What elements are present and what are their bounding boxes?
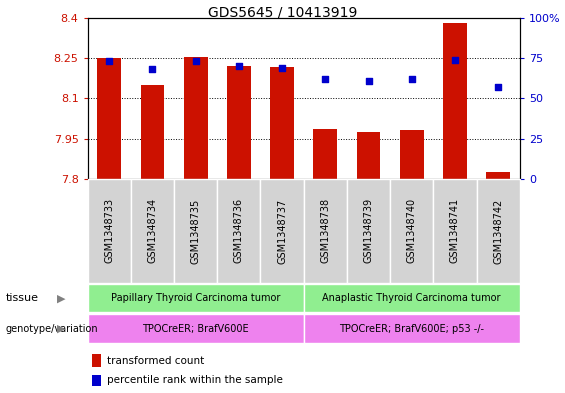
Text: ▶: ▶ — [56, 323, 65, 334]
Point — [105, 58, 114, 64]
Text: percentile rank within the sample: percentile rank within the sample — [107, 375, 283, 386]
Text: ▶: ▶ — [56, 293, 65, 303]
Point — [494, 84, 503, 90]
Bar — [141, 85, 164, 179]
Bar — [92, 354, 101, 367]
Text: GSM1348740: GSM1348740 — [407, 198, 417, 263]
Bar — [304, 284, 520, 312]
Bar — [400, 130, 424, 179]
Bar — [304, 314, 520, 343]
Text: GSM1348734: GSM1348734 — [147, 198, 158, 263]
Text: Papillary Thyroid Carcinoma tumor: Papillary Thyroid Carcinoma tumor — [111, 293, 280, 303]
Bar — [486, 172, 510, 179]
Bar — [97, 58, 121, 179]
Bar — [184, 57, 207, 179]
Bar — [357, 132, 380, 179]
Text: TPOCreER; BrafV600E: TPOCreER; BrafV600E — [142, 323, 249, 334]
Bar — [88, 179, 131, 283]
Text: GSM1348735: GSM1348735 — [190, 198, 201, 264]
Point — [407, 76, 416, 82]
Bar — [227, 66, 251, 179]
Bar — [443, 23, 467, 179]
Bar — [390, 179, 433, 283]
Bar — [260, 179, 304, 283]
Text: tissue: tissue — [6, 293, 38, 303]
Point — [148, 66, 157, 72]
Bar — [314, 129, 337, 179]
Text: Anaplastic Thyroid Carcinoma tumor: Anaplastic Thyroid Carcinoma tumor — [323, 293, 501, 303]
Bar — [218, 179, 260, 283]
Text: transformed count: transformed count — [107, 356, 205, 366]
Text: GSM1348738: GSM1348738 — [320, 198, 331, 263]
Bar — [270, 67, 294, 179]
Bar — [304, 179, 347, 283]
Bar — [477, 179, 520, 283]
Point — [321, 76, 330, 82]
Text: GSM1348736: GSM1348736 — [234, 198, 244, 263]
Text: GSM1348741: GSM1348741 — [450, 198, 460, 263]
Point — [234, 63, 244, 69]
Text: GSM1348737: GSM1348737 — [277, 198, 287, 264]
Bar — [88, 284, 304, 312]
Point — [277, 64, 286, 71]
Point — [191, 58, 200, 64]
Bar — [174, 179, 217, 283]
Point — [450, 57, 459, 63]
Point — [364, 77, 373, 84]
Text: genotype/variation: genotype/variation — [6, 323, 98, 334]
Text: TPOCreER; BrafV600E; p53 -/-: TPOCreER; BrafV600E; p53 -/- — [339, 323, 484, 334]
Bar — [347, 179, 390, 283]
Text: GSM1348742: GSM1348742 — [493, 198, 503, 264]
Bar — [131, 179, 174, 283]
Text: GSM1348733: GSM1348733 — [104, 198, 114, 263]
Bar — [92, 375, 101, 386]
Text: GDS5645 / 10413919: GDS5645 / 10413919 — [208, 6, 357, 20]
Bar — [433, 179, 477, 283]
Text: GSM1348739: GSM1348739 — [363, 198, 373, 263]
Bar — [88, 314, 304, 343]
